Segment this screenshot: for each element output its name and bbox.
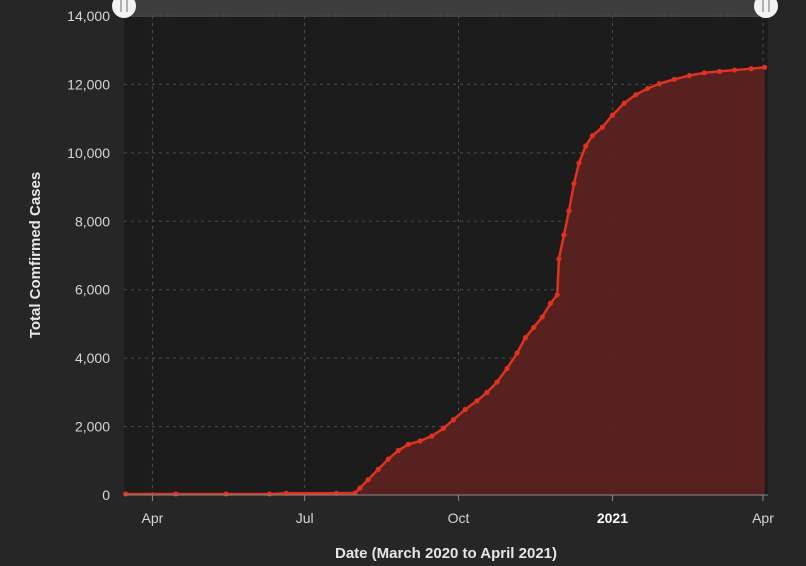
data-point[interactable] [484, 389, 490, 395]
data-point[interactable] [556, 256, 562, 262]
data-point[interactable] [494, 379, 500, 385]
data-point[interactable] [352, 490, 358, 496]
data-point[interactable] [576, 160, 582, 166]
data-point[interactable] [621, 100, 627, 106]
data-point[interactable] [450, 417, 457, 423]
data-point[interactable] [589, 133, 595, 139]
data-point[interactable] [357, 485, 363, 491]
data-point[interactable] [762, 64, 768, 70]
y-tick-label: 12,000 [67, 76, 110, 92]
data-point[interactable] [686, 72, 692, 79]
data-point[interactable] [266, 491, 273, 497]
x-tick-label: 2021 [597, 510, 628, 526]
y-tick-label: 14,000 [67, 8, 110, 24]
data-point[interactable] [716, 68, 723, 75]
data-point[interactable] [173, 491, 179, 497]
data-point[interactable] [671, 76, 677, 82]
series-area-fill [125, 67, 765, 496]
data-point[interactable] [539, 314, 545, 320]
x-axis-ticks: Apr Jul Oct 2021 Apr [142, 495, 774, 526]
y-tick-label: 4,000 [75, 350, 110, 366]
range-handle-left[interactable] [112, 0, 136, 18]
data-point[interactable] [609, 112, 616, 118]
data-point[interactable] [571, 181, 577, 187]
data-point[interactable] [522, 335, 529, 341]
x-tick-label: Apr [142, 510, 164, 526]
data-point[interactable] [531, 324, 537, 330]
series-layer [123, 64, 768, 497]
data-point[interactable] [474, 398, 480, 404]
data-point[interactable] [547, 300, 554, 306]
data-point[interactable] [514, 350, 520, 356]
data-point[interactable] [385, 456, 391, 462]
data-point[interactable] [123, 491, 129, 497]
data-point[interactable] [554, 292, 560, 298]
data-point[interactable] [583, 143, 589, 149]
data-point[interactable] [504, 365, 510, 372]
y-tick-label: 10,000 [67, 145, 110, 161]
data-point[interactable] [731, 67, 738, 73]
x-tick-label: Jul [296, 510, 314, 526]
data-point[interactable] [365, 477, 371, 483]
data-point[interactable] [644, 85, 651, 92]
y-axis-ticks: 0 2,000 4,000 6,000 8,000 10,000 12,000 14,000 [67, 8, 110, 503]
data-point[interactable] [566, 208, 572, 214]
x-tick-label: Apr [752, 510, 774, 526]
data-point[interactable] [748, 66, 754, 72]
data-point[interactable] [223, 491, 229, 497]
range-handle-right[interactable] [754, 0, 778, 18]
data-point[interactable] [462, 406, 468, 413]
y-tick-label: 0 [102, 487, 110, 503]
x-tick-label: Oct [448, 510, 470, 526]
y-tick-label: 6,000 [75, 282, 110, 298]
data-point[interactable] [656, 81, 662, 87]
y-tick-label: 2,000 [75, 419, 110, 435]
data-point[interactable] [701, 70, 708, 76]
data-point[interactable] [440, 425, 447, 431]
range-navigator-bar[interactable] [124, 0, 768, 17]
data-point[interactable] [429, 433, 435, 439]
y-axis-title: Total Comfirmed Cases [27, 172, 44, 338]
data-point[interactable] [405, 441, 411, 447]
x-axis-title: Date (March 2020 to April 2021) [335, 545, 557, 562]
data-point[interactable] [599, 124, 606, 130]
data-point[interactable] [417, 438, 423, 444]
data-point[interactable] [561, 232, 567, 238]
data-point[interactable] [375, 466, 381, 472]
data-point[interactable] [633, 92, 639, 98]
data-point[interactable] [395, 447, 401, 454]
y-tick-label: 8,000 [75, 213, 110, 229]
